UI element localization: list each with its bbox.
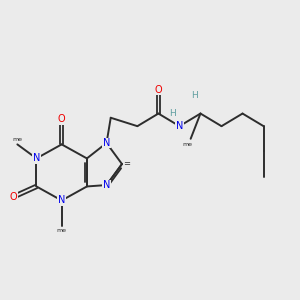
Text: N: N: [58, 196, 65, 206]
Text: O: O: [58, 114, 65, 124]
Text: H: H: [169, 109, 176, 118]
Text: =: =: [124, 160, 130, 169]
Text: me: me: [183, 142, 193, 147]
Text: N: N: [33, 153, 40, 164]
Text: O: O: [154, 85, 162, 95]
Text: H: H: [191, 91, 198, 100]
Text: me: me: [57, 228, 67, 233]
Text: me: me: [12, 137, 22, 142]
Text: N: N: [176, 121, 183, 131]
Text: N: N: [103, 180, 110, 190]
Text: O: O: [10, 192, 17, 202]
Text: N: N: [103, 138, 110, 148]
